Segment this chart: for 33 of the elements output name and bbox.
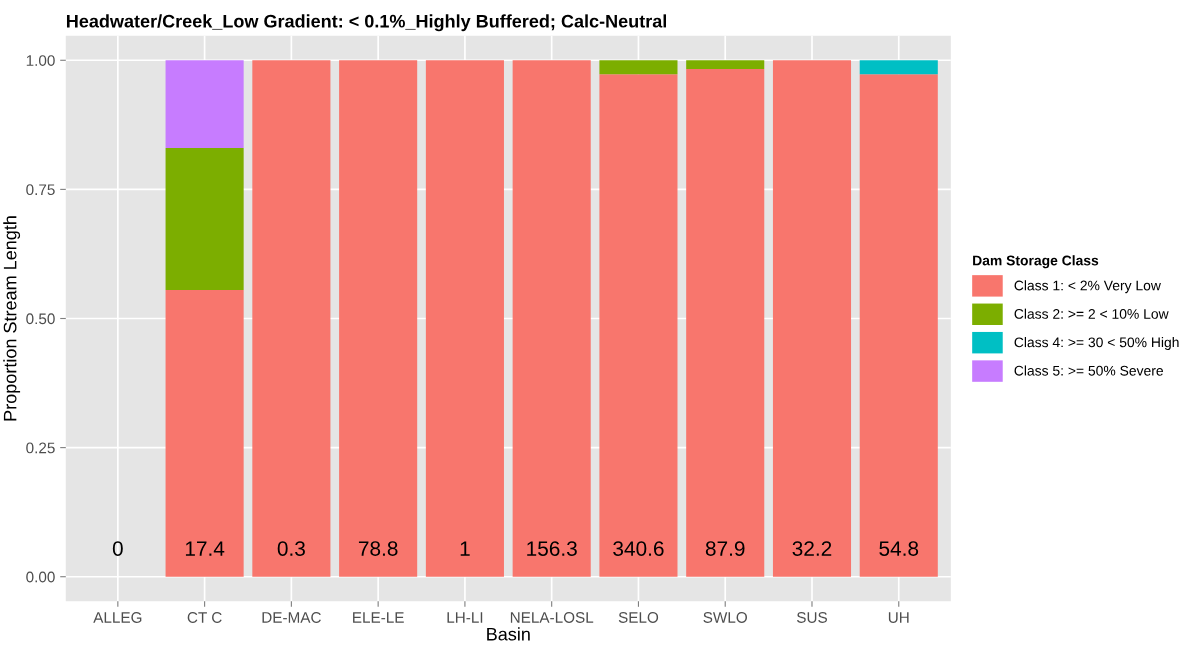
y-tick-label: 0.75 xyxy=(26,184,55,196)
x-tick-label: SELO xyxy=(618,612,659,623)
annotation: 156.3 xyxy=(527,541,577,556)
annotation: 0 xyxy=(112,541,123,556)
chart-title: Headwater/Creek_Low Gradient: < 0.1%_Highly Buffered; Calc-Neutral xyxy=(66,14,667,32)
y-tick-label: 0.25 xyxy=(26,442,55,454)
annotation: 87.9 xyxy=(705,541,745,556)
x-tick-label: SWLO xyxy=(703,612,747,623)
x-tick-label: SUS xyxy=(796,612,827,623)
legend-label: Class 2: >= 2 < 10% Low xyxy=(1014,308,1169,319)
legend-title: Dam Storage Class xyxy=(973,255,1099,269)
legend-label: Class 4: >= 30 < 50% High xyxy=(1014,337,1179,350)
x-axis-title: Basin xyxy=(487,627,530,641)
x-tick-label: DE-MAC xyxy=(262,612,321,623)
annotation: 1 xyxy=(460,541,470,556)
x-tick-label: ALLEG xyxy=(93,612,142,623)
y-tick-label: 0.00 xyxy=(26,571,55,583)
annotation: 32.2 xyxy=(792,541,832,556)
annotation: 17.4 xyxy=(185,541,225,556)
y-tick-label: 1.00 xyxy=(26,55,55,66)
x-tick-label: UH xyxy=(888,612,909,623)
x-tick-label: NELA-LOSL xyxy=(510,612,594,623)
legend-label: Class 5: >= 50% Severe xyxy=(1014,365,1163,376)
annotation: 340.6 xyxy=(613,541,664,556)
x-tick-label: ELE-LE xyxy=(353,612,404,623)
y-tick-label: 0.50 xyxy=(26,313,55,325)
x-tick-label: LH-LI xyxy=(447,612,483,623)
y-axis-title: Proportion Stream Length xyxy=(3,216,21,421)
legend-label: Class 1: < 2% Very Low xyxy=(1014,280,1161,294)
annotation: 78.8 xyxy=(358,541,398,556)
annotation: 0.3 xyxy=(277,541,305,556)
x-tick-label: CT C xyxy=(187,612,222,623)
annotation: 54.8 xyxy=(879,541,919,556)
